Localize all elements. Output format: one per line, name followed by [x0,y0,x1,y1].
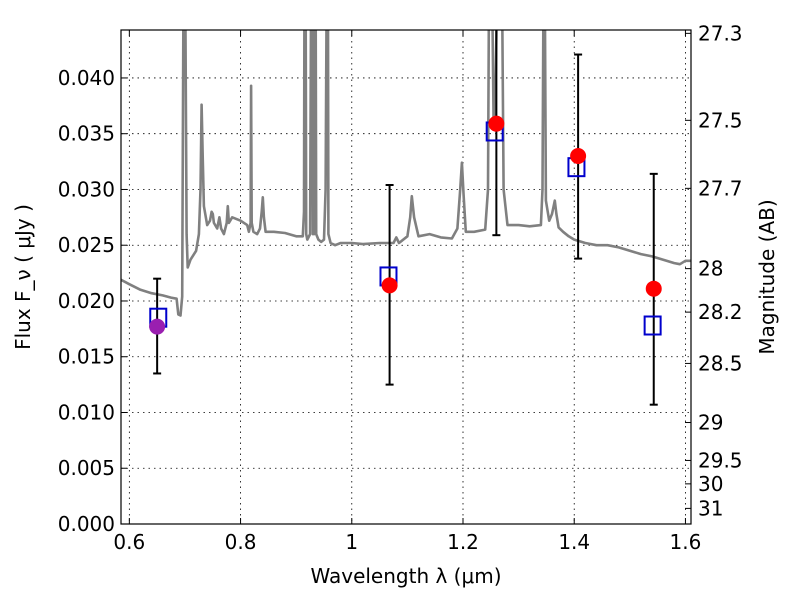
axis-ticks: 0.6 0.8 1 1.2 1.4 1.6 0.000 0.005 0.010 0.015 0.02… [58,21,743,554]
y-tick-label: 0.035 [58,122,115,146]
right-tick-label: 28.2 [698,300,743,324]
y-tick-label: 0.010 [58,400,115,424]
model-square-marker [643,315,662,336]
model-spectrum-line [121,30,691,317]
observed-point-marker [381,277,398,294]
y-tick-label: 0.030 [58,177,115,201]
x-tick-label: 0.6 [113,530,145,554]
right-tick-label: 27.5 [698,108,743,132]
y-axis-label: Flux F_ν ( μJy ) [11,204,35,350]
x-tick-label: 0.8 [225,530,257,554]
right-tick-label: 31 [698,496,723,520]
right-tick-label: 27.3 [698,21,743,45]
right-tick-label: 28.5 [698,351,743,375]
right-tick-label: 29 [698,411,723,435]
y-tick-label: 0.015 [58,345,115,369]
right-tick-label: 30 [698,472,723,496]
observed-point-marker [570,148,587,165]
right-axis-label: Magnitude (AB) [755,199,779,354]
right-tick-label: 27.7 [698,176,743,200]
plot-frame [120,29,692,525]
observed-point-marker [149,318,166,335]
y-tick-label: 0.025 [58,233,115,257]
y-tick-label: 0.040 [58,66,115,90]
y-tick-label: 0.000 [58,512,115,536]
observed-point-marker [488,115,505,132]
y-tick-label: 0.005 [58,456,115,480]
x-tick-label: 1.4 [558,530,590,554]
plot-area [121,30,691,406]
right-tick-label: 29.5 [698,448,743,472]
x-tick-label: 1.2 [447,530,479,554]
y-tick-label: 0.020 [58,289,115,313]
right-tick-label: 28 [698,257,723,281]
observed-point-marker [645,280,662,297]
x-axis-label: Wavelength λ (μm) [310,564,501,588]
x-tick-label: 1 [345,530,358,554]
x-tick-label: 1.6 [670,530,702,554]
